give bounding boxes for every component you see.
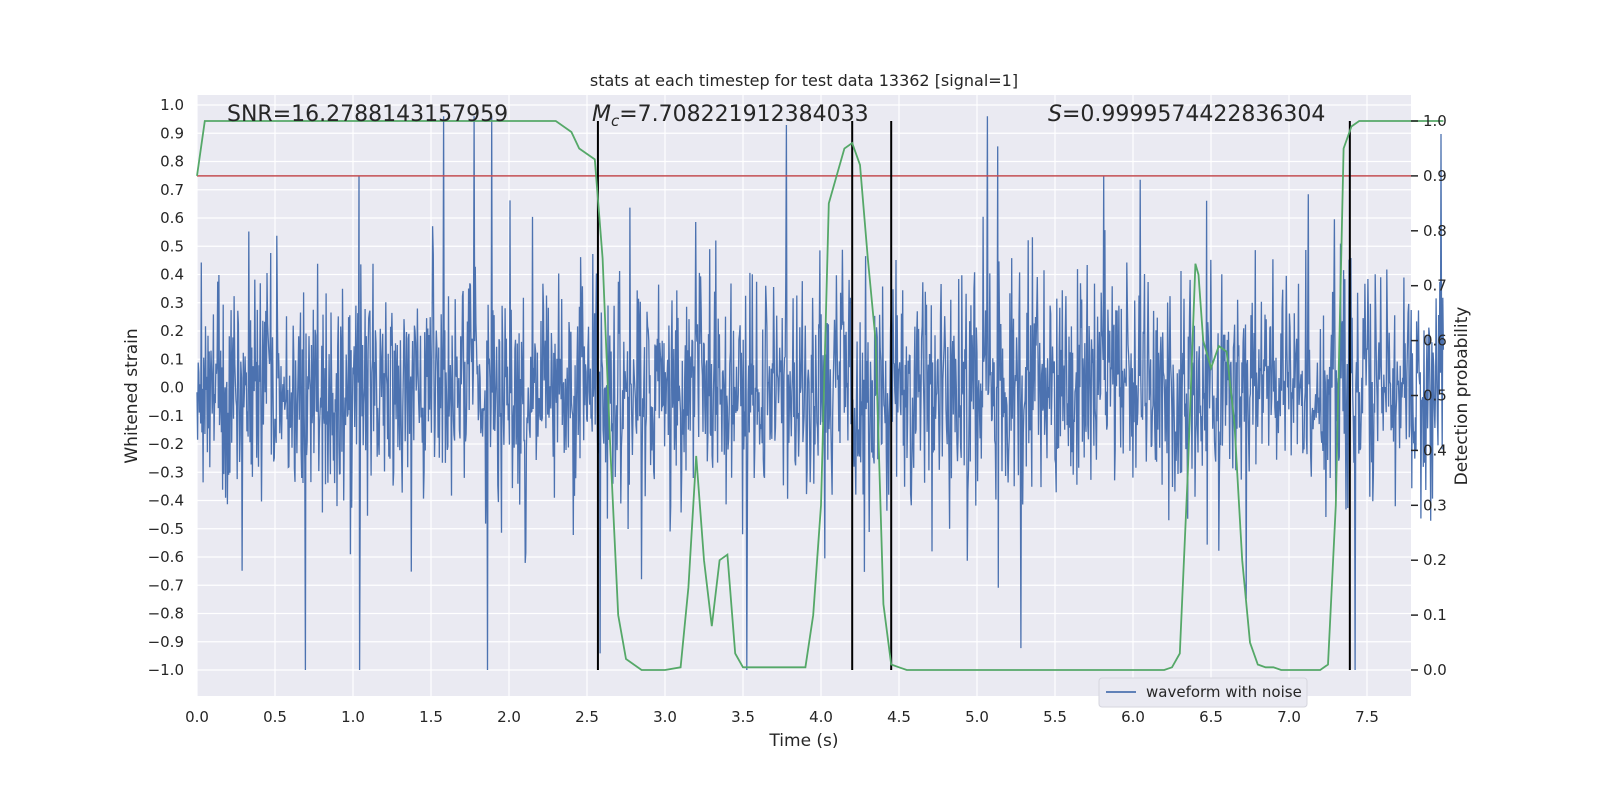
chart-title: stats at each timestep for test data 133… (590, 71, 1018, 90)
y-axis-label: Whitened strain (122, 328, 142, 463)
event-markers (596, 121, 1351, 670)
mc-subscript: c (611, 112, 620, 130)
tick-labels: 0.0 0.5 1.0 1.5 2.0 2.5 3.0 3.5 4.0 4.5 5.0 5.5 6.0 6… (148, 96, 1447, 726)
y-tick-label: 0.7 (160, 181, 184, 199)
x-tick-label: 0.5 (263, 708, 287, 726)
y-tick-label: −0.5 (148, 520, 184, 538)
x-tick-label: 7.0 (1277, 708, 1301, 726)
x-tick-label: 1.0 (341, 708, 365, 726)
x-tick-label: 4.5 (887, 708, 911, 726)
legend: waveform with noise (1098, 677, 1308, 708)
x-tick-label: 3.0 (653, 708, 677, 726)
s-symbol: S (1048, 102, 1062, 127)
y-tick-label: 1.0 (160, 96, 184, 114)
y-tick-label: −0.4 (148, 492, 184, 510)
probability-line (196, 120, 1444, 671)
y-tick-label: −0.8 (148, 605, 184, 623)
x-tick-label: 5.0 (965, 708, 989, 726)
y2-tick-label: 0.0 (1423, 661, 1447, 679)
x-tick-label: 5.5 (1043, 708, 1067, 726)
strain-series (196, 116, 1445, 671)
x-tick-label: 2.0 (497, 708, 521, 726)
y-tick-label: 0.1 (160, 350, 184, 368)
y2-axis-label: Detection probability (1452, 307, 1472, 486)
y2-tick-label: 0.2 (1423, 551, 1447, 569)
y-tick-label: −0.1 (148, 407, 184, 425)
y2-tick-label: 0.5 (1423, 387, 1447, 405)
y-tick-label: 0.8 (160, 153, 184, 171)
y-tick-label: −0.9 (148, 633, 184, 651)
x-tick-label: 0.0 (185, 708, 209, 726)
y-tick-label: −0.7 (148, 576, 184, 594)
legend-box (1098, 677, 1308, 708)
y2-tick-label: 0.8 (1423, 222, 1447, 240)
y2-tick-label: 0.3 (1423, 496, 1447, 514)
mc-value: =7.708221912384033 (619, 102, 868, 127)
x-tick-label: 6.5 (1199, 708, 1223, 726)
x-tick-label: 6.0 (1121, 708, 1145, 726)
y-tick-label: 0.6 (160, 209, 184, 227)
y-tick-label: −0.3 (148, 463, 184, 481)
x-axis-label: Time (s) (768, 731, 838, 751)
y2-tick-label: 0.4 (1423, 441, 1447, 459)
snr-annotation: SNR=16.2788143157959 (227, 102, 508, 127)
x-tick-label: 1.5 (419, 708, 443, 726)
y-tick-label: −0.6 (148, 548, 184, 566)
y-tick-label: 0.3 (160, 294, 184, 312)
x-tick-label: 4.0 (809, 708, 833, 726)
y2-tick-label: 1.0 (1423, 112, 1447, 130)
s-annotation: S=0.9999574422836304 (1048, 102, 1325, 127)
probability-series (196, 120, 1444, 671)
y-tick-label: 0.4 (160, 266, 184, 284)
y-tick-label: 0.5 (160, 237, 184, 255)
y-tick-label: 0.2 (160, 322, 184, 340)
chirp-mass-annotation: Mc=7.708221912384033 (592, 102, 869, 130)
y2-tick-label: 0.9 (1423, 167, 1447, 185)
x-tick-label: 2.5 (575, 708, 599, 726)
s-value: =0.9999574422836304 (1062, 102, 1325, 127)
x-tick-label: 3.5 (731, 708, 755, 726)
y2-tick-label: 0.6 (1423, 332, 1447, 350)
y2-tick-label: 0.1 (1423, 606, 1447, 624)
legend-entry: waveform with noise (1146, 683, 1302, 701)
mc-symbol: M (592, 102, 611, 127)
strain-line (196, 116, 1445, 671)
x-tick-label: 7.5 (1355, 708, 1379, 726)
y-tick-label: 0.0 (160, 379, 184, 397)
y2-tick-label: 0.7 (1423, 277, 1447, 295)
y-tick-label: −1.0 (148, 661, 184, 679)
y-tick-label: 0.9 (160, 124, 184, 142)
y-tick-label: −0.2 (148, 435, 184, 453)
